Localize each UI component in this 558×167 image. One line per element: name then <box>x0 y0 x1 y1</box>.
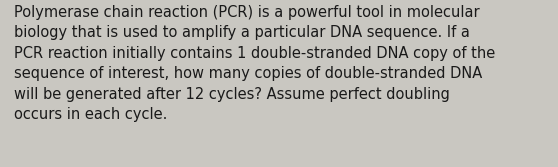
Text: Polymerase chain reaction (PCR) is a powerful tool in molecular
biology that is : Polymerase chain reaction (PCR) is a pow… <box>14 5 495 122</box>
